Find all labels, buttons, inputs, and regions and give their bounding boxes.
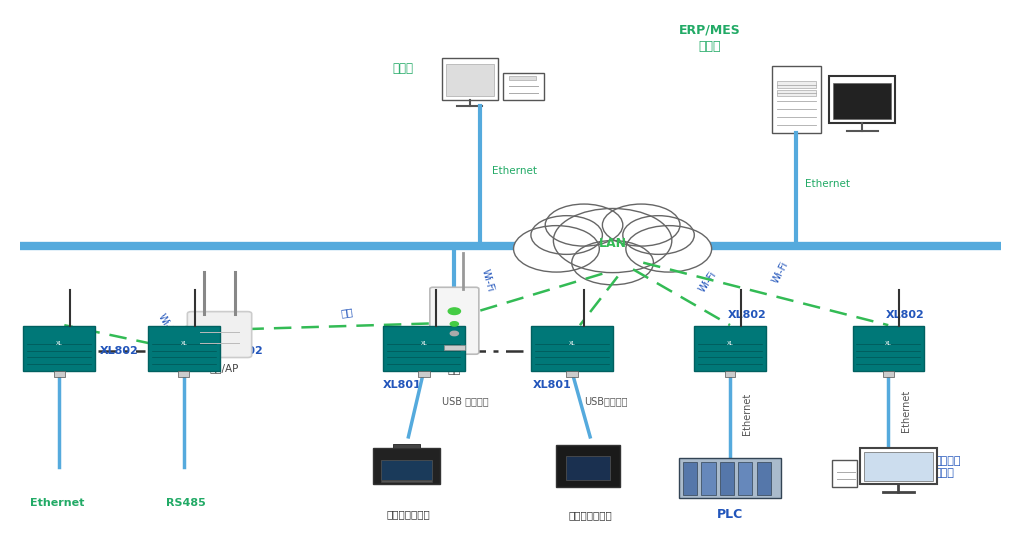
- Circle shape: [572, 241, 653, 285]
- Text: 桥接: 桥接: [340, 307, 353, 319]
- FancyBboxPatch shape: [556, 445, 620, 487]
- FancyBboxPatch shape: [883, 371, 893, 377]
- FancyBboxPatch shape: [148, 326, 220, 371]
- FancyBboxPatch shape: [777, 90, 816, 96]
- Text: Ethernet: Ethernet: [492, 165, 537, 176]
- Circle shape: [450, 322, 458, 326]
- FancyBboxPatch shape: [720, 462, 734, 494]
- Text: USB 藤仓协议: USB 藤仓协议: [442, 396, 489, 406]
- FancyBboxPatch shape: [23, 326, 95, 371]
- Text: Wi-Fi: Wi-Fi: [156, 312, 177, 337]
- Text: XL801: XL801: [383, 380, 422, 390]
- FancyBboxPatch shape: [188, 312, 251, 357]
- FancyBboxPatch shape: [445, 64, 494, 96]
- Text: XL802: XL802: [100, 346, 139, 356]
- FancyBboxPatch shape: [531, 326, 613, 371]
- FancyBboxPatch shape: [443, 345, 465, 350]
- Text: XL: XL: [727, 341, 733, 346]
- FancyBboxPatch shape: [381, 460, 432, 479]
- Text: XL: XL: [569, 341, 575, 346]
- Text: XL: XL: [181, 341, 187, 346]
- FancyBboxPatch shape: [833, 82, 891, 119]
- FancyBboxPatch shape: [430, 288, 479, 354]
- Text: RS485: RS485: [166, 498, 205, 508]
- Text: XL: XL: [56, 341, 62, 346]
- Text: LAN: LAN: [598, 237, 627, 250]
- FancyBboxPatch shape: [383, 326, 465, 371]
- FancyBboxPatch shape: [772, 66, 821, 133]
- FancyBboxPatch shape: [393, 444, 420, 448]
- FancyBboxPatch shape: [502, 73, 543, 100]
- Text: XL801: XL801: [533, 380, 572, 390]
- Text: Ethernet: Ethernet: [805, 179, 849, 189]
- FancyBboxPatch shape: [418, 371, 430, 377]
- Text: 操作站: 操作站: [393, 61, 414, 75]
- FancyBboxPatch shape: [777, 81, 816, 87]
- Text: ERP/MES
服务器: ERP/MES 服务器: [679, 24, 740, 53]
- Text: 机器控制
计算机: 机器控制 计算机: [934, 456, 961, 478]
- Circle shape: [450, 331, 458, 336]
- FancyBboxPatch shape: [679, 458, 781, 498]
- FancyBboxPatch shape: [683, 462, 697, 494]
- Text: XL802: XL802: [886, 310, 925, 320]
- Text: Wi-Fi: Wi-Fi: [696, 269, 719, 294]
- Circle shape: [531, 216, 602, 254]
- Circle shape: [626, 226, 712, 272]
- FancyBboxPatch shape: [864, 451, 933, 481]
- Text: XL: XL: [421, 341, 427, 346]
- Text: Ethernet: Ethernet: [30, 498, 85, 508]
- FancyBboxPatch shape: [831, 460, 857, 487]
- Circle shape: [545, 204, 623, 246]
- Text: Wi-Fi: Wi-Fi: [480, 268, 495, 293]
- Text: Ethernet: Ethernet: [901, 390, 911, 432]
- FancyBboxPatch shape: [738, 462, 752, 494]
- FancyBboxPatch shape: [566, 456, 611, 481]
- Circle shape: [448, 308, 460, 315]
- Text: XL802: XL802: [225, 346, 263, 356]
- Text: PLC: PLC: [717, 508, 743, 521]
- Text: 腾仓光纤熔接机: 腾仓光纤熔接机: [387, 509, 430, 519]
- FancyBboxPatch shape: [853, 326, 924, 371]
- FancyBboxPatch shape: [829, 76, 895, 123]
- FancyBboxPatch shape: [757, 462, 771, 494]
- Text: XL802: XL802: [728, 310, 767, 320]
- Circle shape: [553, 208, 672, 273]
- Text: 腾仓光纤熔接机: 腾仓光纤熔接机: [569, 510, 612, 520]
- Text: Wi-Fi: Wi-Fi: [771, 260, 790, 285]
- Circle shape: [514, 226, 599, 272]
- FancyBboxPatch shape: [701, 462, 716, 494]
- FancyBboxPatch shape: [179, 371, 189, 377]
- Text: 网桥/AP: 网桥/AP: [210, 363, 239, 373]
- Text: USB藤仓协议: USB藤仓协议: [584, 396, 628, 406]
- FancyBboxPatch shape: [441, 58, 497, 100]
- Circle shape: [602, 204, 680, 246]
- FancyBboxPatch shape: [860, 448, 936, 484]
- FancyBboxPatch shape: [381, 480, 432, 482]
- Text: XL: XL: [885, 341, 891, 346]
- FancyBboxPatch shape: [566, 371, 578, 377]
- FancyBboxPatch shape: [694, 326, 766, 371]
- Text: 网桥: 网桥: [448, 365, 460, 375]
- FancyBboxPatch shape: [54, 371, 64, 377]
- FancyBboxPatch shape: [374, 448, 440, 484]
- Text: Ethernet: Ethernet: [742, 393, 752, 435]
- FancyBboxPatch shape: [508, 76, 535, 80]
- FancyBboxPatch shape: [725, 371, 735, 377]
- Circle shape: [623, 216, 694, 254]
